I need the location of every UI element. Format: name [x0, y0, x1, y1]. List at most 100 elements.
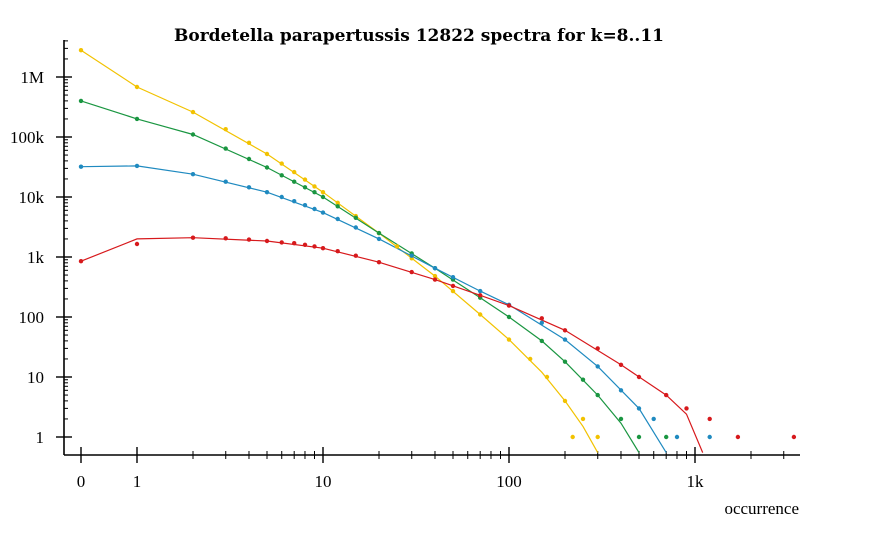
data-point — [223, 236, 228, 241]
chart-title: Bordetella parapertussis 12822 spectra f… — [174, 26, 664, 46]
data-point — [562, 337, 568, 342]
data-point — [409, 253, 414, 258]
data-point — [302, 177, 308, 182]
data-point — [539, 320, 544, 325]
data-point — [450, 288, 456, 294]
data-point — [674, 434, 680, 440]
y-tick-label: 100k — [10, 128, 45, 147]
data-point — [264, 238, 270, 244]
data-point — [78, 48, 84, 53]
data-point — [134, 241, 140, 247]
data-point — [264, 165, 270, 170]
series-2-fit-line — [80, 100, 640, 453]
y-tick-label: 1k — [27, 248, 45, 267]
data-point — [409, 269, 414, 275]
data-point — [376, 260, 382, 265]
data-point — [528, 356, 533, 362]
data-point — [246, 185, 252, 190]
y-tick-label: 1M — [20, 68, 44, 87]
data-point — [595, 434, 600, 440]
data-point — [707, 434, 712, 440]
data-points — [78, 48, 797, 440]
data-point — [223, 179, 228, 184]
data-point — [595, 346, 600, 351]
x-tick-label: 1 — [133, 472, 142, 491]
data-point — [636, 406, 642, 411]
data-point — [432, 273, 438, 279]
data-point — [791, 434, 797, 440]
data-point — [432, 266, 438, 271]
data-point — [651, 416, 656, 422]
data-point — [636, 374, 642, 380]
data-point — [664, 392, 669, 398]
y-tick-label: 100 — [19, 308, 45, 327]
data-point — [562, 328, 568, 333]
data-point — [478, 293, 483, 298]
data-point — [279, 194, 284, 200]
data-point — [78, 259, 84, 264]
series-1-points — [78, 48, 600, 440]
data-point — [223, 146, 228, 151]
data-point — [618, 388, 624, 393]
x-tick-label: 10 — [315, 472, 332, 491]
data-point — [246, 156, 252, 162]
data-point — [302, 203, 308, 208]
axes: 1 10 100 1k 10k 100k 1M 0 1 10 100 1k — [10, 40, 800, 491]
x-tick-label: 100 — [496, 472, 522, 491]
y-tick-label: 1 — [36, 428, 45, 447]
data-point — [335, 249, 340, 254]
data-point — [312, 244, 317, 249]
data-point — [302, 242, 308, 247]
data-point — [264, 151, 270, 157]
data-point — [320, 190, 326, 195]
data-point — [320, 210, 326, 215]
data-point — [134, 163, 140, 169]
fit-lines — [80, 49, 704, 453]
data-point — [78, 98, 84, 104]
data-point — [292, 179, 297, 184]
data-point — [312, 184, 317, 189]
data-point — [279, 161, 284, 166]
data-point — [450, 283, 456, 289]
data-point — [279, 240, 284, 245]
data-point — [312, 190, 317, 195]
x-tick-label: 1k — [687, 472, 705, 491]
x-tick-label: 0 — [77, 472, 86, 491]
data-point — [279, 173, 284, 178]
data-point — [246, 237, 252, 242]
data-point — [264, 190, 270, 195]
data-point — [595, 392, 600, 398]
data-point — [190, 132, 196, 137]
data-point — [636, 434, 642, 440]
data-point — [78, 164, 84, 169]
series-4-points — [78, 235, 797, 440]
data-point — [450, 275, 456, 280]
data-point — [292, 169, 297, 175]
data-point — [312, 206, 317, 212]
y-tick-label: 10 — [27, 368, 44, 387]
data-point — [506, 314, 512, 320]
data-point — [618, 416, 624, 422]
data-point — [580, 377, 586, 382]
data-point — [544, 374, 550, 380]
data-point — [506, 337, 512, 342]
x-axis-label: occurrence — [724, 499, 799, 518]
data-point — [335, 204, 340, 209]
data-point — [570, 434, 575, 440]
data-point — [432, 277, 438, 282]
data-point — [562, 359, 568, 364]
data-point — [335, 200, 340, 205]
data-point — [707, 416, 712, 422]
data-point — [506, 303, 512, 308]
series-4-fit-line — [80, 237, 704, 453]
data-point — [478, 312, 483, 317]
data-point — [292, 199, 297, 204]
data-point — [394, 244, 400, 249]
data-point — [376, 236, 382, 242]
data-point — [190, 109, 196, 115]
data-point — [539, 316, 544, 321]
series-3-fit-line — [80, 165, 667, 453]
data-point — [376, 230, 382, 236]
data-point — [664, 434, 669, 440]
